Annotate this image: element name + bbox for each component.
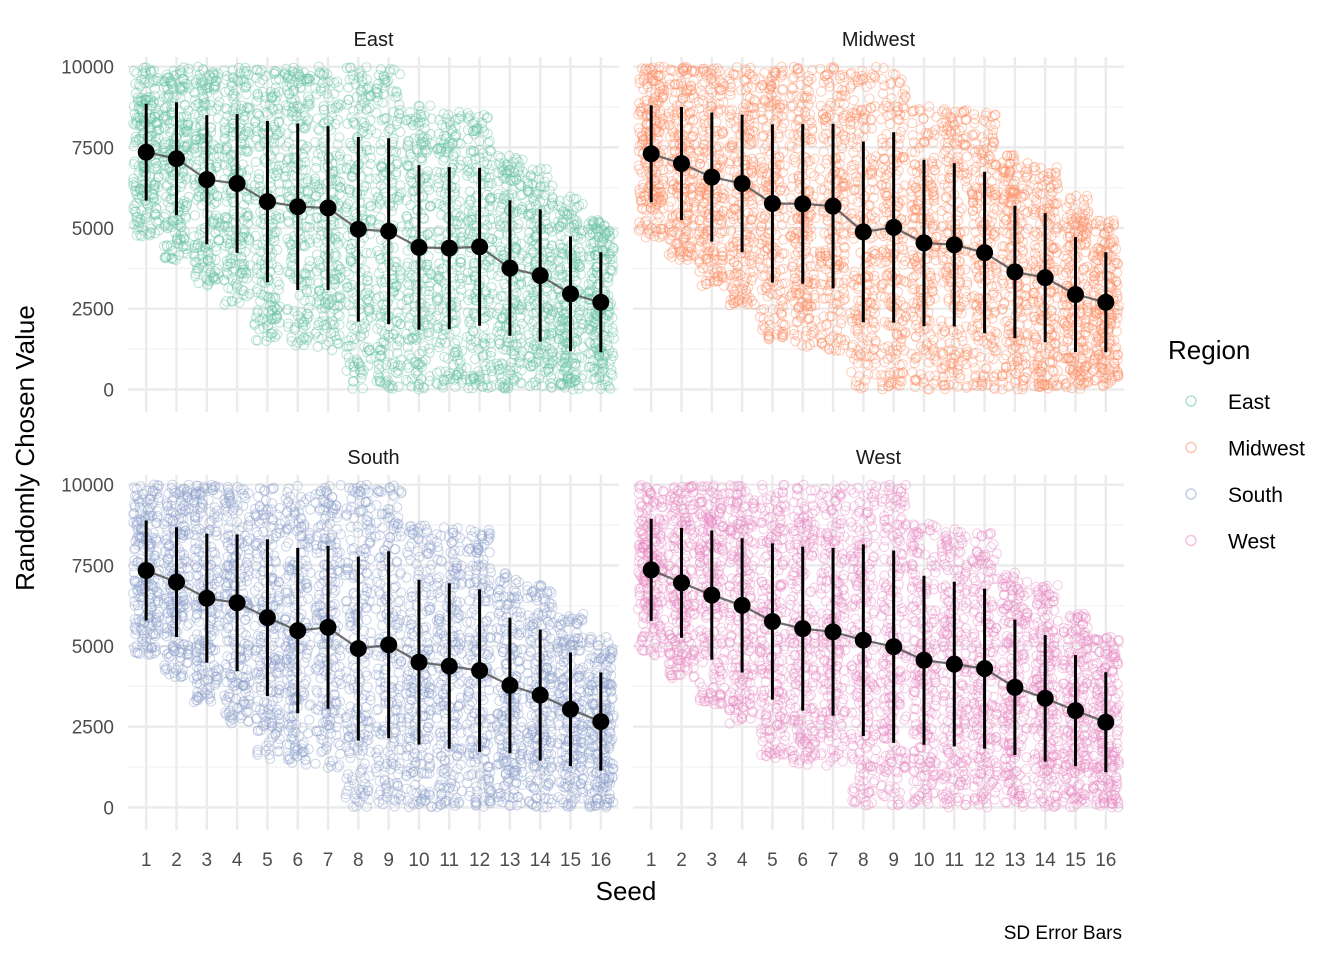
raw-point bbox=[463, 135, 472, 144]
raw-point bbox=[760, 68, 769, 77]
mean-point bbox=[380, 223, 397, 240]
mean-point bbox=[259, 193, 276, 210]
panel-midwest: Midwest bbox=[633, 29, 1124, 412]
mean-point bbox=[501, 260, 518, 277]
y-tick-label: 2500 bbox=[72, 300, 114, 321]
mean-point bbox=[198, 171, 215, 188]
raw-point bbox=[295, 291, 304, 300]
raw-point bbox=[251, 157, 260, 166]
mean-point bbox=[350, 221, 367, 238]
mean-point bbox=[138, 144, 155, 161]
raw-point bbox=[395, 70, 404, 79]
raw-point bbox=[698, 80, 707, 89]
mean-point bbox=[471, 238, 488, 255]
raw-point bbox=[313, 342, 322, 351]
raw-point bbox=[379, 137, 388, 146]
raw-point bbox=[343, 155, 352, 164]
mean-point bbox=[562, 285, 579, 302]
raw-point bbox=[242, 292, 251, 301]
y-tick-label: 5000 bbox=[72, 219, 114, 240]
raw-point bbox=[374, 269, 383, 278]
mean-point bbox=[168, 150, 185, 167]
y-tick-label: 0 bbox=[103, 380, 114, 401]
facet-strip-label: Midwest bbox=[842, 29, 916, 51]
raw-point bbox=[371, 285, 380, 294]
raw-point bbox=[163, 198, 172, 207]
raw-point bbox=[493, 271, 502, 280]
raw-point bbox=[405, 314, 414, 323]
y-tick-label: 7500 bbox=[72, 138, 114, 159]
raw-point bbox=[667, 197, 676, 206]
raw-point bbox=[432, 368, 441, 377]
raw-point bbox=[426, 101, 435, 110]
raw-point bbox=[440, 352, 449, 361]
raw-point bbox=[775, 212, 784, 221]
mean-point bbox=[592, 294, 609, 311]
mean-point bbox=[229, 175, 246, 192]
raw-point bbox=[664, 202, 673, 211]
mean-point bbox=[532, 267, 549, 284]
raw-point bbox=[695, 104, 704, 113]
raw-point bbox=[424, 252, 433, 261]
raw-point bbox=[190, 211, 199, 220]
y-tick-label: 10000 bbox=[61, 58, 114, 79]
raw-point bbox=[453, 336, 462, 345]
mean-point bbox=[320, 200, 337, 217]
mean-point bbox=[441, 240, 458, 257]
mean-point bbox=[411, 239, 428, 256]
raw-point bbox=[450, 339, 459, 348]
raw-point bbox=[222, 297, 231, 306]
facet-strip-label: East bbox=[353, 29, 393, 51]
raw-point bbox=[335, 133, 344, 142]
panel-east: East 0 2500 5000 7500 10000 bbox=[61, 29, 619, 412]
raw-point bbox=[303, 309, 312, 318]
mean-point bbox=[289, 198, 306, 215]
raw-point bbox=[579, 343, 588, 352]
